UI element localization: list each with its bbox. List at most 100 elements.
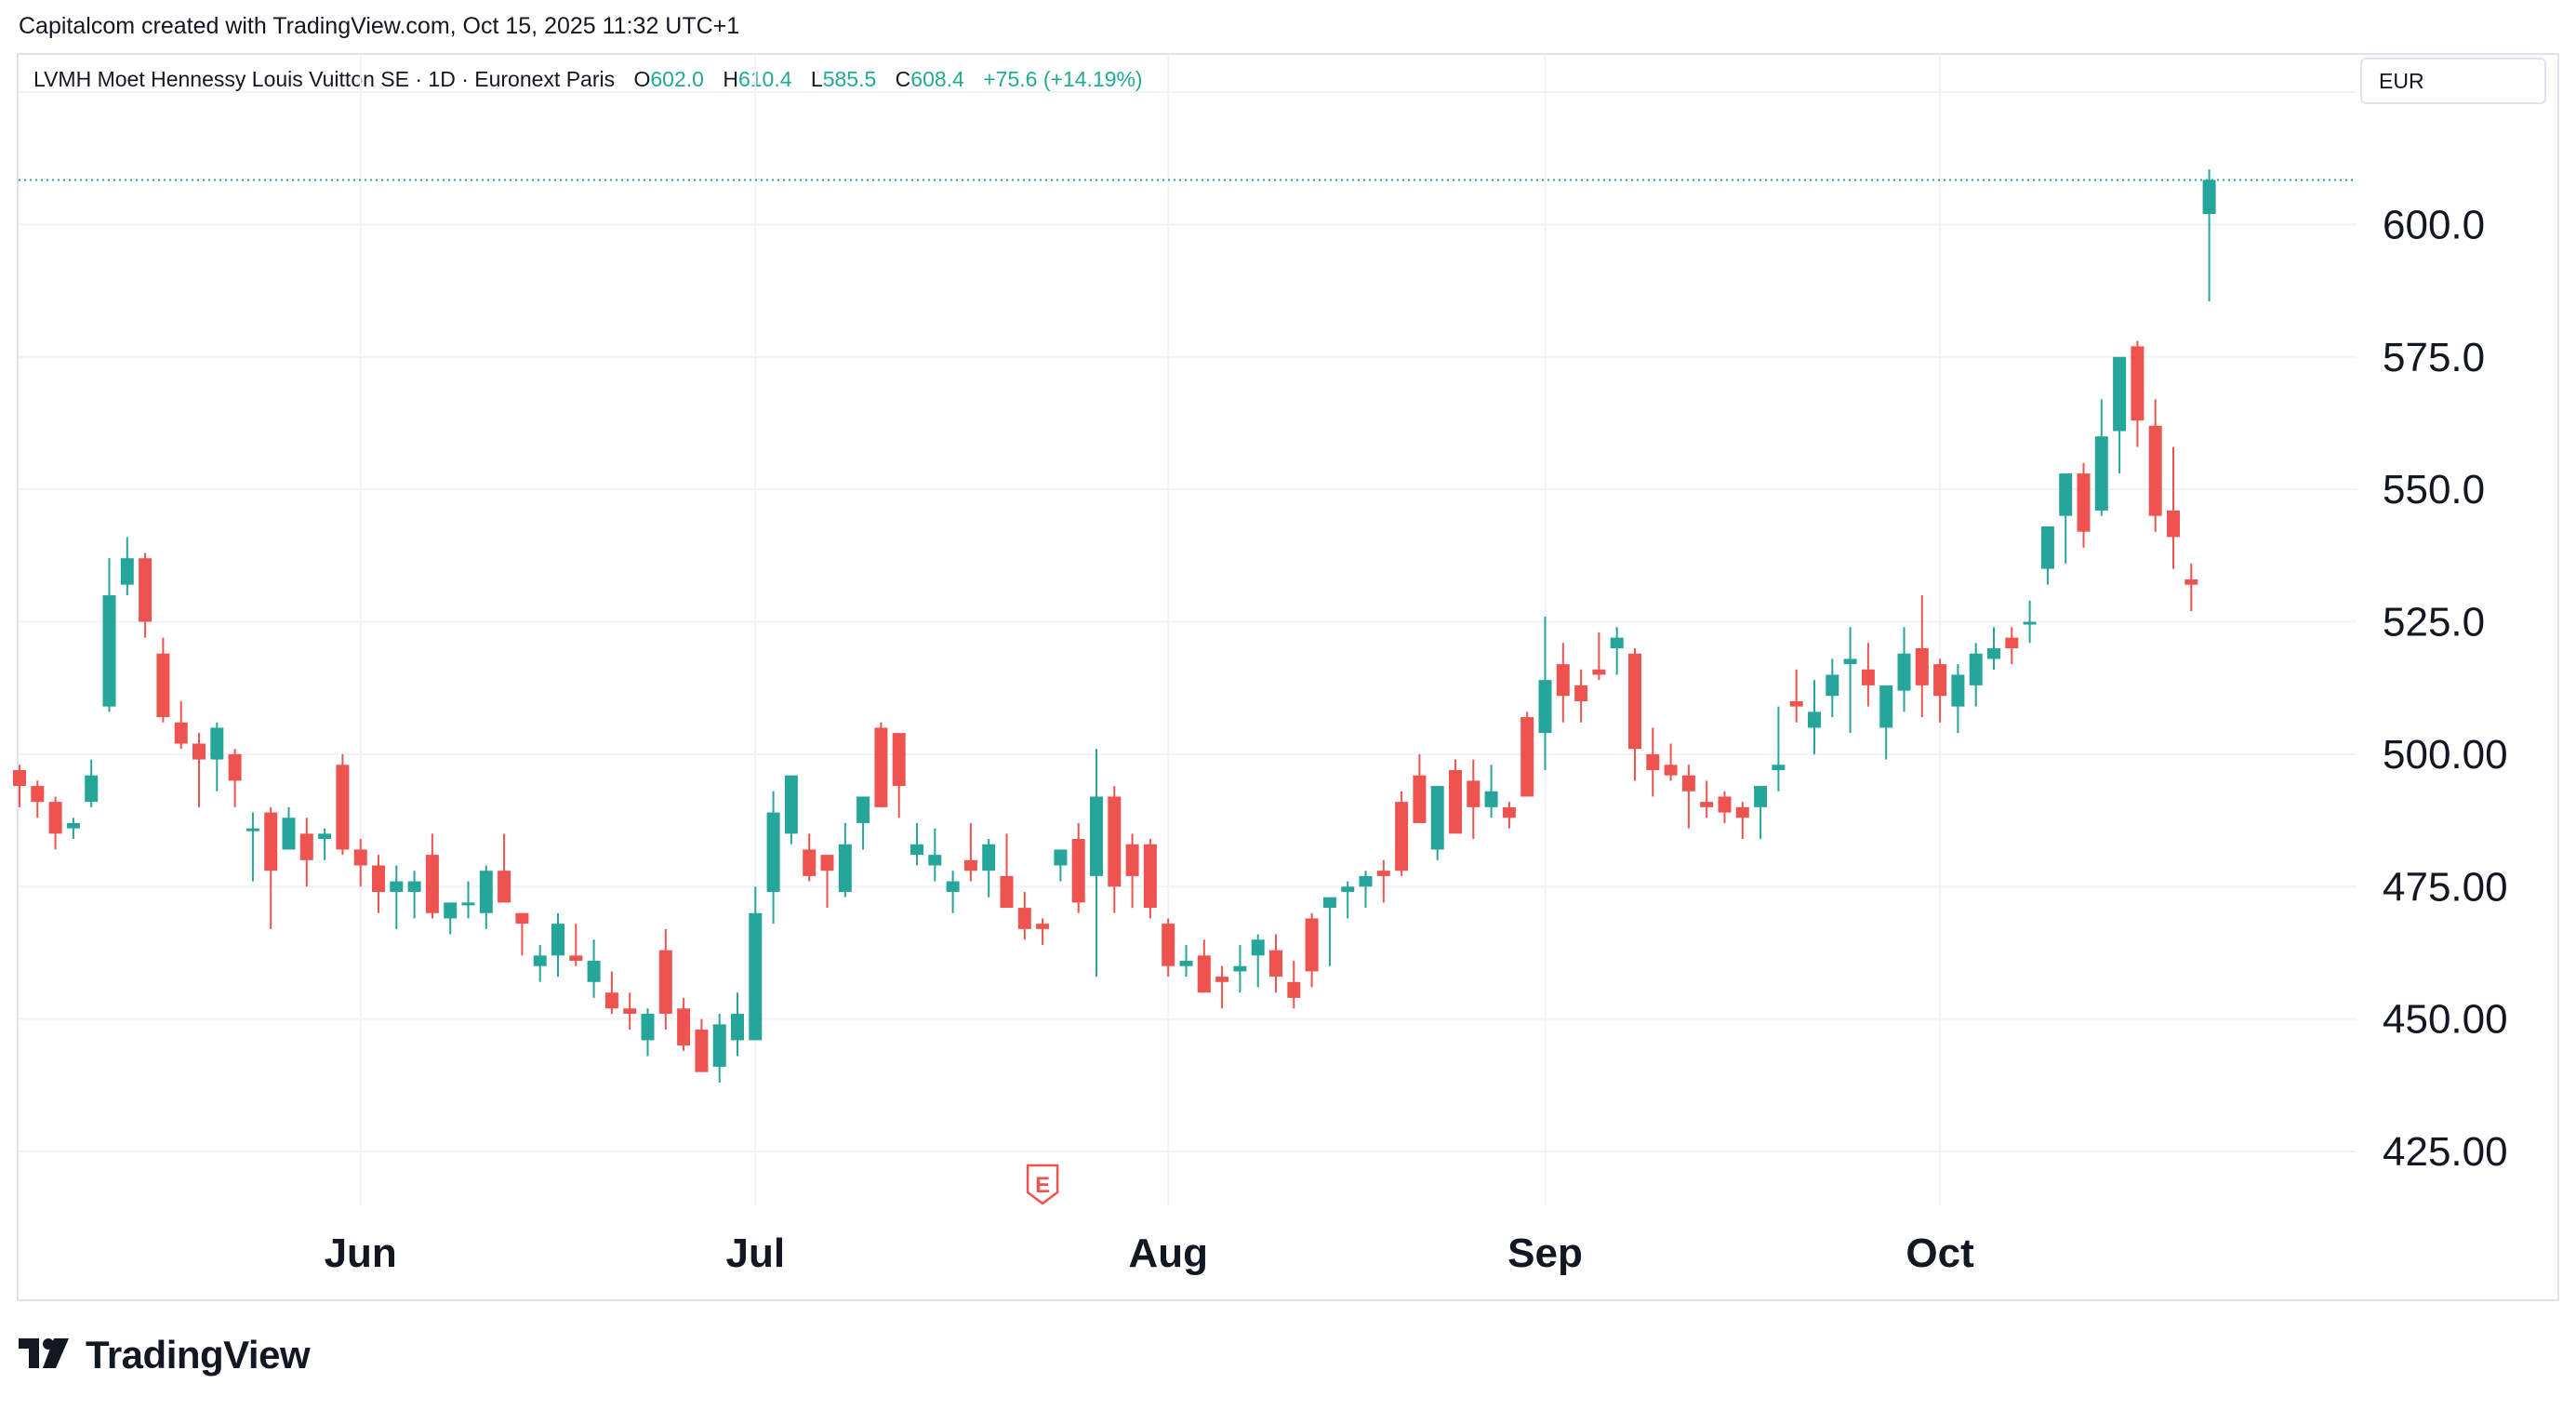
candle-body [246,828,259,831]
candle [533,944,547,982]
high-value: 610.4 [737,67,792,91]
candle [1108,786,1122,913]
candle-body [1592,669,1606,675]
candle [85,759,99,807]
currency-selector[interactable]: EUR [2360,58,2546,104]
candle [1269,934,1282,993]
candle-body [479,871,493,913]
candle-body [910,844,923,856]
candle-body [1108,796,1122,887]
candle [156,637,170,723]
candle-body [498,871,511,903]
candle [425,833,439,919]
candle-body [1681,775,1695,791]
y-tick-label: 600.0 [2383,202,2485,247]
candle [1287,961,1301,1009]
earnings-marker-icon: E [1026,1164,1059,1205]
candle [461,881,475,919]
candle-body [820,855,834,871]
candle-body [1341,886,1355,892]
candle [1628,648,1641,781]
candle [1735,802,1749,840]
y-tick-label: 575.0 [2383,335,2485,380]
candle-body [2131,346,2144,421]
candle [2077,462,2091,548]
tradingview-brand[interactable]: TradingView [19,1332,311,1378]
candle-body [1413,775,1427,823]
candle [1897,627,1911,712]
candle-body [156,653,170,718]
candle [444,902,458,935]
candle-body [407,881,421,892]
candle-body [1789,700,1803,707]
high-label: H [723,67,738,91]
candle-body [390,881,404,892]
candle-body [2184,579,2198,585]
candle [13,765,26,807]
open-value: 602.0 [650,67,704,91]
candle [1772,706,1786,791]
candle [587,939,601,998]
candle-body [425,855,439,913]
candle [1090,749,1103,978]
candle [1933,658,1947,723]
candle [318,828,332,860]
candle-body [1664,765,1678,776]
candle [1000,833,1014,909]
candle [1341,881,1355,919]
candle-body [318,833,332,840]
candle-body [282,818,296,850]
candle-body [604,992,618,1009]
candle-body [193,743,206,760]
candle [1233,944,1247,993]
candle [2059,473,2073,564]
candle-body [838,844,852,892]
candle [120,537,134,596]
close-value: 608.4 [910,67,964,91]
candle-body [1646,753,1660,770]
candle [838,822,852,898]
y-tick-label: 475.00 [2383,864,2508,910]
candle-body [784,775,798,834]
candle-body [677,1008,691,1046]
chart-frame[interactable] [17,53,2559,1301]
candle-body [874,727,888,807]
candle [264,806,278,929]
candle-body [13,769,26,787]
candle [1215,965,1229,1009]
candle-body [1843,658,1857,665]
candle [1718,791,1732,823]
symbol-title: LVMH Moet Hennessy Louis Vuitton SE · 1D… [33,67,616,91]
candle [139,552,153,638]
candle-body [2077,473,2091,532]
candle-body [1071,839,1085,903]
candle-body [1143,844,1157,909]
candle [372,855,385,913]
candle-body [1700,802,1714,807]
candle-body [66,822,80,829]
candle-body [2167,510,2180,538]
candle [874,722,888,807]
y-tick-label: 425.00 [2383,1129,2508,1175]
candle-body [1376,871,1390,876]
candle-body [892,733,906,787]
candle-body [1772,765,1786,770]
candle [1754,786,1768,840]
candle-body [928,855,942,866]
candle [1808,680,1821,754]
candle-body [2202,180,2216,214]
candle [712,1013,726,1084]
candle-body [174,722,188,744]
candle-body [2023,621,2037,625]
candle-body [1215,977,1229,982]
price-axis: 425.00 450.00 475.00 500.00 525.0 550.0 575.0 6… [2383,202,2508,1175]
candle [2023,600,2037,644]
candle-body [766,812,780,892]
candle-body [803,849,817,876]
candle [66,818,80,840]
candle-body [1251,939,1265,956]
candle [1664,743,1678,781]
candle [2184,563,2198,612]
earnings-badge [1026,1164,1059,1205]
